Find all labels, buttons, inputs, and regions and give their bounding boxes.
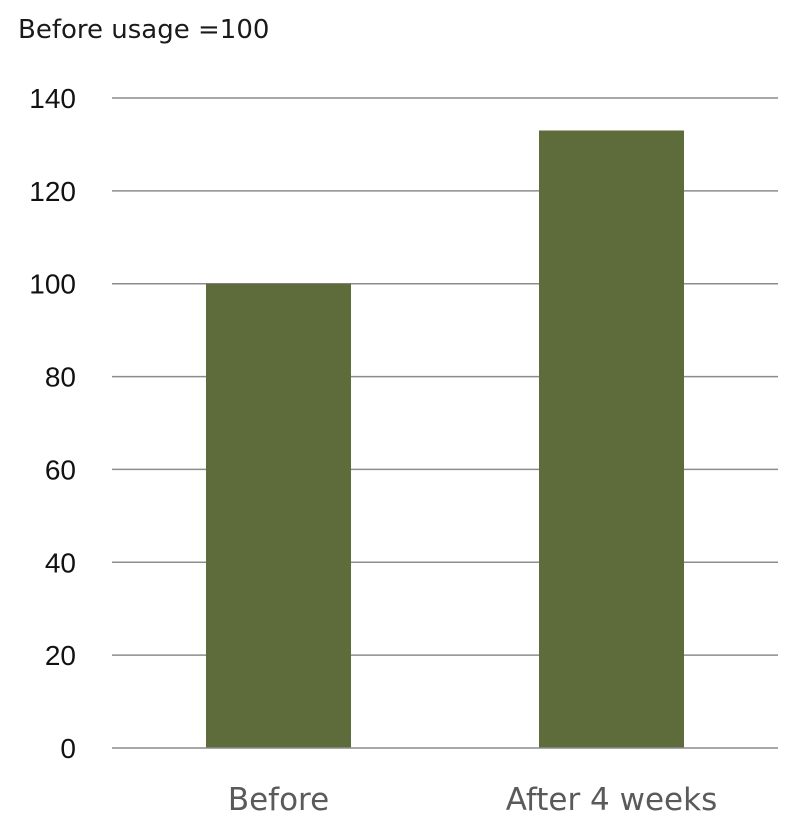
y-tick-label: 140 <box>29 83 76 114</box>
bar-0 <box>206 283 351 748</box>
y-tick-label: 60 <box>45 454 76 485</box>
y-axis-ticks: 0 20 40 60 80 100 120 140 <box>29 83 76 764</box>
bar-1 <box>539 130 684 748</box>
y-tick-label: 20 <box>45 640 76 671</box>
y-tick-label: 40 <box>45 547 76 578</box>
y-tick-label: 120 <box>29 176 76 207</box>
x-category-label: After 4 weeks <box>506 782 717 818</box>
x-axis-ticks: Before After 4 weeks <box>228 782 717 818</box>
bars <box>206 130 684 748</box>
chart-subtitle: Before usage =100 <box>18 15 269 45</box>
x-category-label: Before <box>228 782 329 818</box>
y-tick-label: 0 <box>60 733 76 764</box>
y-tick-label: 80 <box>45 362 76 393</box>
y-tick-label: 100 <box>29 269 76 300</box>
